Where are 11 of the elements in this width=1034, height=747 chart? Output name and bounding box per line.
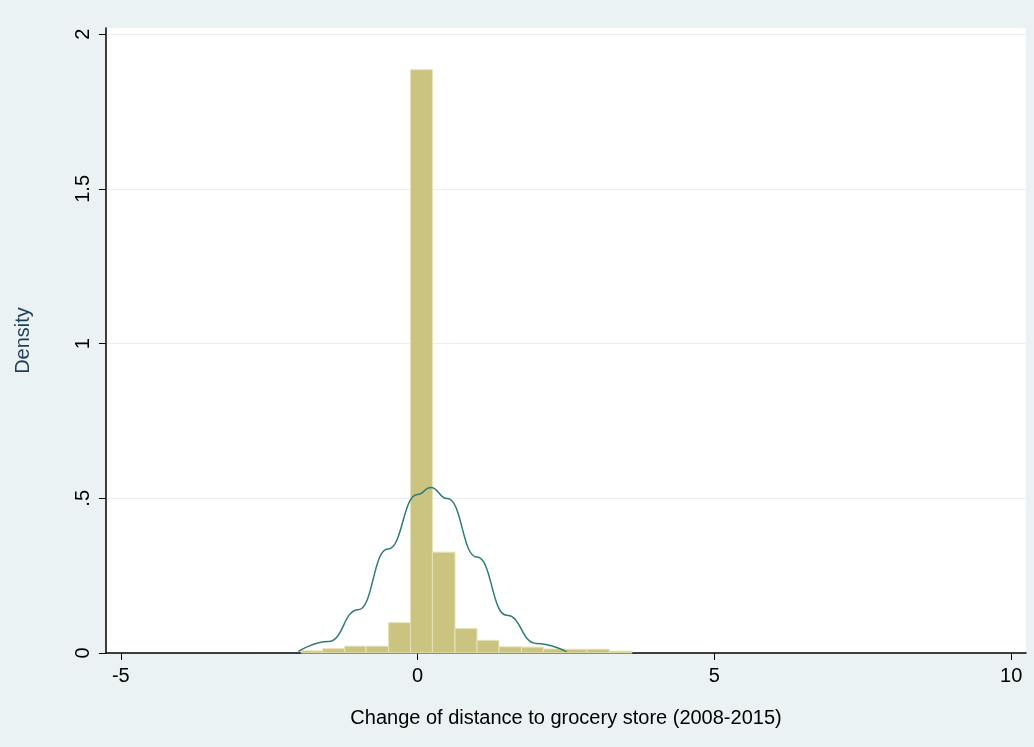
x-tick-label: 10 bbox=[1000, 664, 1023, 686]
y-tick-label: 1 bbox=[71, 338, 93, 350]
y-tick-label: 0 bbox=[71, 647, 93, 659]
x-tick-label: 5 bbox=[708, 664, 720, 686]
y-tick-label: 2 bbox=[71, 28, 93, 40]
y-tick-label: .5 bbox=[71, 489, 93, 507]
x-axis-title: Change of distance to grocery store (2008-2015) bbox=[350, 706, 782, 728]
x-tick-label: 0 bbox=[412, 664, 424, 686]
x-tick-label: -5 bbox=[111, 664, 130, 686]
y-axis-title: Density bbox=[11, 307, 33, 374]
y-tick-label: 1.5 bbox=[71, 174, 93, 203]
